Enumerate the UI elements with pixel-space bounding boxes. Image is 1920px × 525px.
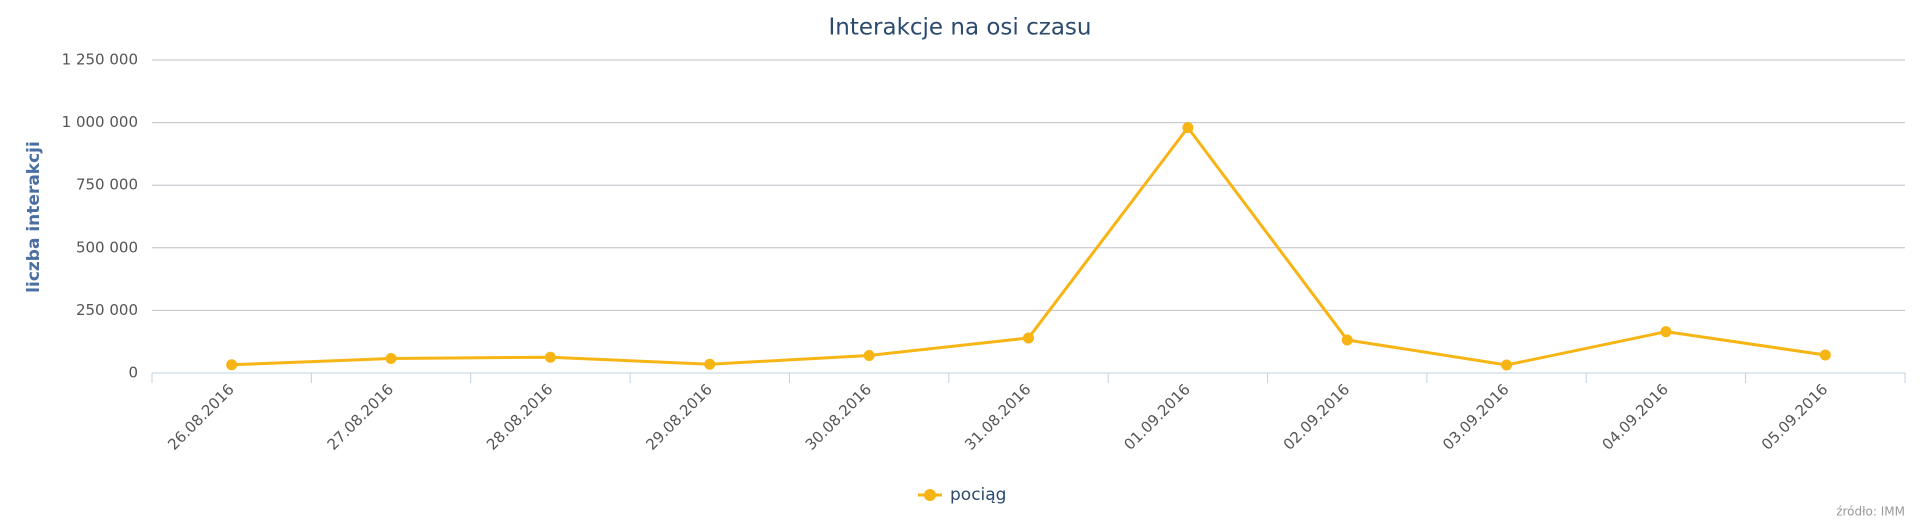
x-tick-label: 28.08.2016 <box>483 380 556 453</box>
x-tick-label: 30.08.2016 <box>802 380 875 453</box>
point <box>1819 349 1831 361</box>
x-tick-label: 31.08.2016 <box>961 380 1034 453</box>
legend-label: pociąg <box>950 485 1006 505</box>
point <box>544 351 556 363</box>
point <box>385 352 397 364</box>
x-tick-label: 03.09.2016 <box>1439 380 1512 453</box>
y-axis-title: liczba interakcji <box>24 141 44 293</box>
point <box>863 349 875 361</box>
chart-title: Interakcje na osi czasu <box>828 15 1091 41</box>
x-tick-label: 02.09.2016 <box>1280 380 1353 453</box>
point <box>1182 122 1194 134</box>
point <box>1341 334 1353 346</box>
x-tick-label: 05.09.2016 <box>1758 380 1831 453</box>
x-tick-label: 01.09.2016 <box>1120 380 1193 453</box>
line <box>231 125 1826 367</box>
y-tick-label: 0 <box>128 364 138 382</box>
point <box>1501 359 1513 371</box>
x-tick-label: 26.08.2016 <box>164 380 237 453</box>
x-tick-label: 29.08.2016 <box>642 380 715 453</box>
point <box>1660 326 1672 338</box>
y-tick-label: 1 250 000 <box>62 51 138 69</box>
x-tick-label: 04.09.2016 <box>1599 380 1672 453</box>
legend-marker <box>924 489 936 501</box>
y-tick-label: 250 000 <box>76 301 138 319</box>
point <box>704 358 716 370</box>
point <box>226 359 238 371</box>
point <box>1023 332 1034 344</box>
y-tick-label: 1 000 000 <box>62 113 138 131</box>
credit: źródło: IMM <box>1836 505 1905 519</box>
y-tick-label: 750 000 <box>76 176 138 194</box>
x-tick-label: 27.08.2016 <box>324 380 397 453</box>
y-tick-label: 500 000 <box>76 238 138 256</box>
